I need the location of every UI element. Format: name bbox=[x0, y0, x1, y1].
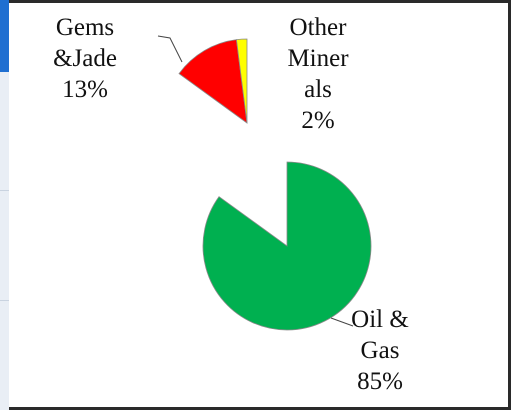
slice-label-gems-jade: Gems &Jade 13% bbox=[53, 14, 117, 103]
left-sidebar-strip bbox=[0, 0, 9, 410]
slice-label-other-minerals: Other Miner als 2% bbox=[287, 14, 349, 134]
sidebar-accent bbox=[0, 0, 9, 72]
frame-border-right bbox=[508, 0, 511, 410]
sidebar-divider bbox=[0, 300, 9, 301]
slice-label-oil-gas: Oil & Gas 85% bbox=[351, 306, 409, 395]
pie-slice-oil-gas bbox=[202, 161, 372, 331]
pie-slice-gems-jade bbox=[178, 39, 248, 124]
leader-line-gems-jade bbox=[157, 35, 183, 63]
pie-slice-other-minerals bbox=[236, 38, 248, 124]
sidebar-divider bbox=[0, 190, 9, 191]
frame-border-top bbox=[9, 0, 511, 3]
frame-border-bottom bbox=[9, 407, 511, 410]
leader-line-oil-gas bbox=[330, 317, 354, 327]
